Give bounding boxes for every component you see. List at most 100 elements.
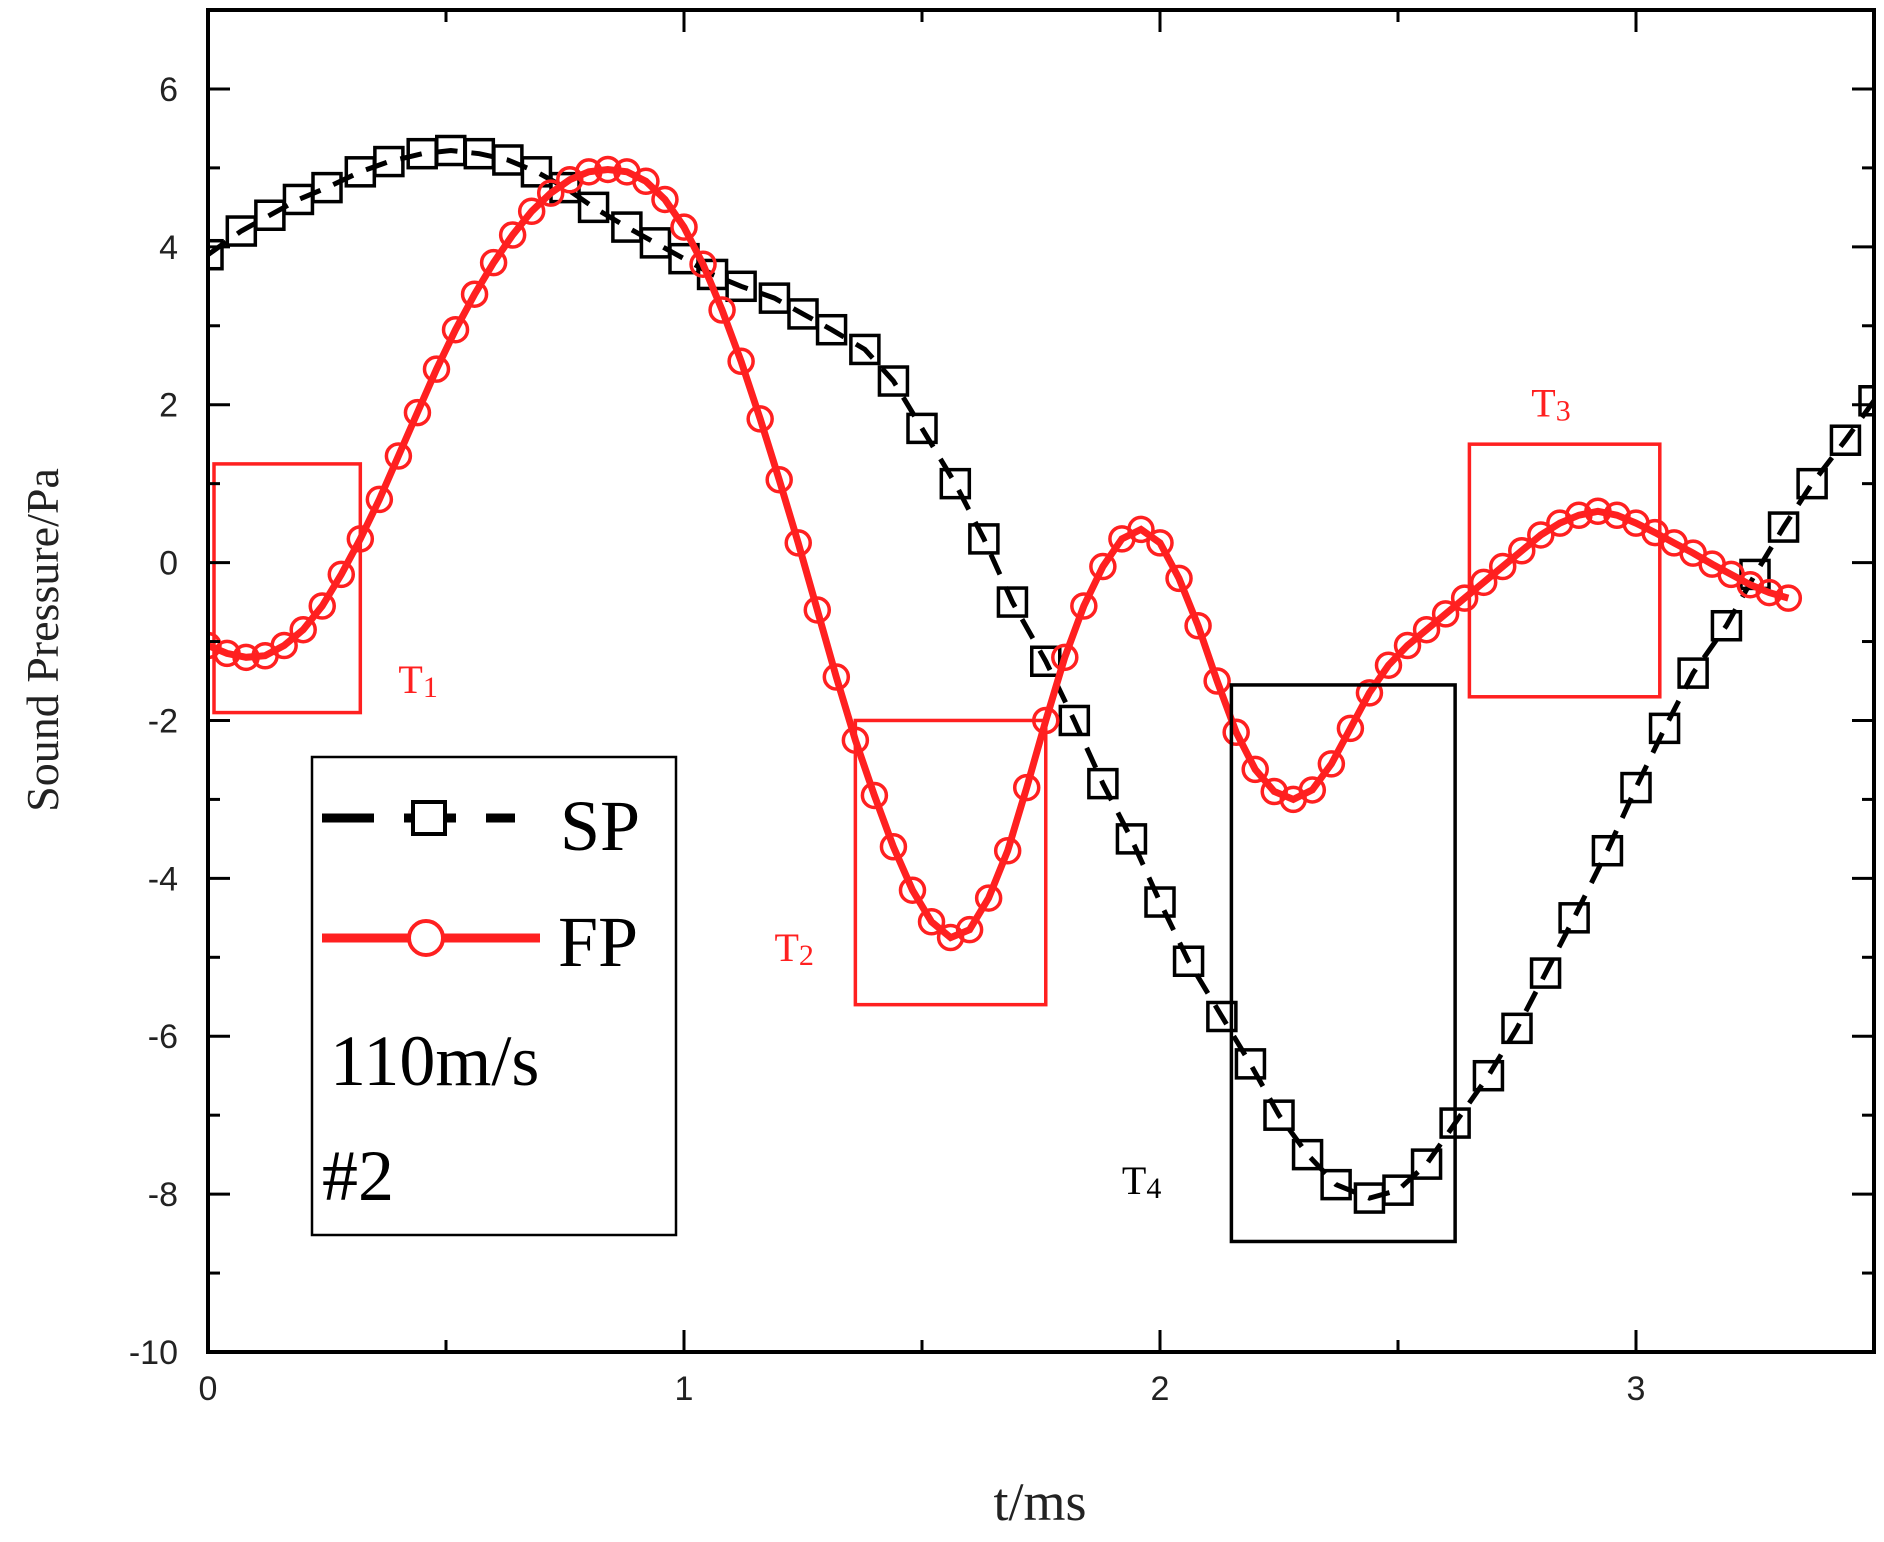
sp-point: [311, 171, 343, 204]
axis-layer: 0 1 2 3 -10 -8 -6 -4 -2 0 2 4 6: [129, 8, 1876, 1408]
fp-point: [1146, 529, 1174, 557]
y-tick-label: -6: [148, 1018, 178, 1056]
fp-point: [441, 315, 470, 344]
series-sp: [208, 134, 1874, 1214]
sp-point: [996, 586, 1029, 618]
fp-point: [1412, 615, 1441, 644]
legend-box: [310, 755, 678, 1237]
legend-sp-marker: [411, 800, 447, 836]
fp-point: [708, 296, 736, 324]
sp-point: [1558, 902, 1590, 934]
sp-point: [968, 523, 1000, 555]
annotation-box: [853, 718, 1048, 1007]
sp-point: [1767, 511, 1800, 543]
fp-point: [1774, 584, 1803, 612]
x-tick-label: 0: [199, 1370, 218, 1408]
fp-point: [727, 347, 755, 376]
fp-point: [594, 155, 622, 184]
fp-point: [289, 615, 317, 644]
y-tick-label: -4: [148, 860, 178, 898]
legend-fp-label: FP: [558, 902, 638, 982]
fp-point: [479, 248, 508, 277]
y-tick-label: 0: [159, 545, 178, 583]
annotation-t2: T2: [774, 718, 1048, 1007]
fp-point: [308, 592, 336, 620]
annotation-label: T4: [1122, 1158, 1161, 1205]
fp-point: [1241, 755, 1269, 784]
fp-point: [1584, 497, 1612, 526]
sp-point: [225, 215, 258, 247]
series-sp-line: [208, 147, 1874, 1201]
fp-point: [1203, 667, 1231, 695]
y-tick-label: 4: [159, 229, 178, 267]
legend-note-speed: 110m/s: [330, 1021, 539, 1101]
fp-point: [1755, 578, 1784, 607]
series-fp: [208, 155, 1803, 952]
annotation-label-main: T: [398, 657, 422, 702]
sp-point: [1087, 767, 1119, 800]
fp-point: [1374, 651, 1403, 679]
annotation-label: T2: [774, 925, 813, 972]
x-tick-label: 2: [1151, 1370, 1170, 1408]
sp-point: [254, 199, 286, 231]
sp-point: [1472, 1059, 1505, 1092]
sp-point: [1829, 424, 1862, 456]
fp-point: [879, 833, 908, 861]
annotation-label-main: T: [774, 925, 798, 970]
legend-note-case: #2: [322, 1136, 394, 1216]
fp-point: [803, 596, 832, 624]
plot-frame: [206, 8, 1876, 1354]
fp-point: [536, 179, 565, 207]
fp-point: [1469, 568, 1498, 597]
sp-point: [1144, 886, 1176, 918]
fp-point: [1012, 773, 1041, 802]
sp-point: [787, 298, 819, 330]
sp-point: [577, 191, 610, 224]
fp-point: [917, 908, 946, 936]
y-tick-label: -8: [148, 1176, 178, 1214]
sp-point: [939, 467, 972, 500]
fp-point: [1051, 643, 1079, 672]
fp-point: [955, 915, 984, 944]
fp-point: [327, 560, 356, 589]
series-fp-line: [208, 165, 1790, 942]
fp-point: [746, 405, 774, 433]
fp-point: [1355, 679, 1384, 707]
x-tick-label: 3: [1627, 1370, 1646, 1408]
sp-point: [1058, 704, 1091, 737]
sp-point: [520, 156, 553, 188]
sp-point: [1172, 945, 1205, 977]
fp-point: [1336, 714, 1365, 743]
fp-point: [898, 876, 927, 904]
annotation-label-sub: 3: [1556, 395, 1571, 428]
x-axis-title: t/ms: [993, 1472, 1086, 1532]
fp-point: [1127, 515, 1155, 544]
fp-point: [1565, 501, 1593, 529]
fp-point: [689, 250, 717, 278]
fp-point: [670, 213, 698, 241]
legend-sp-label: SP: [560, 786, 640, 866]
fp-point: [1431, 600, 1460, 628]
y-tick-label: 2: [159, 387, 178, 425]
sp-point: [815, 313, 848, 346]
sp-point: [1291, 1138, 1324, 1171]
annotation-box: [1467, 442, 1662, 699]
sp-point: [1030, 645, 1062, 678]
y-tick-label: -2: [148, 702, 178, 740]
fp-point: [784, 529, 812, 557]
sp-point: [1382, 1174, 1414, 1206]
fp-point: [460, 280, 489, 308]
fp-point: [1070, 592, 1098, 620]
annotation-t4: T4: [1122, 683, 1457, 1244]
sp-point: [849, 333, 881, 366]
fp-point: [860, 781, 889, 810]
annotation-label: T3: [1531, 381, 1570, 428]
data-layer: [208, 134, 1874, 1214]
sp-point: [1115, 823, 1148, 855]
sp-point: [1648, 712, 1681, 745]
annotation-label-sub: 4: [1146, 1172, 1161, 1205]
fp-point: [1184, 611, 1212, 640]
y-tick-label: -10: [129, 1334, 178, 1372]
fp-point: [575, 158, 603, 186]
